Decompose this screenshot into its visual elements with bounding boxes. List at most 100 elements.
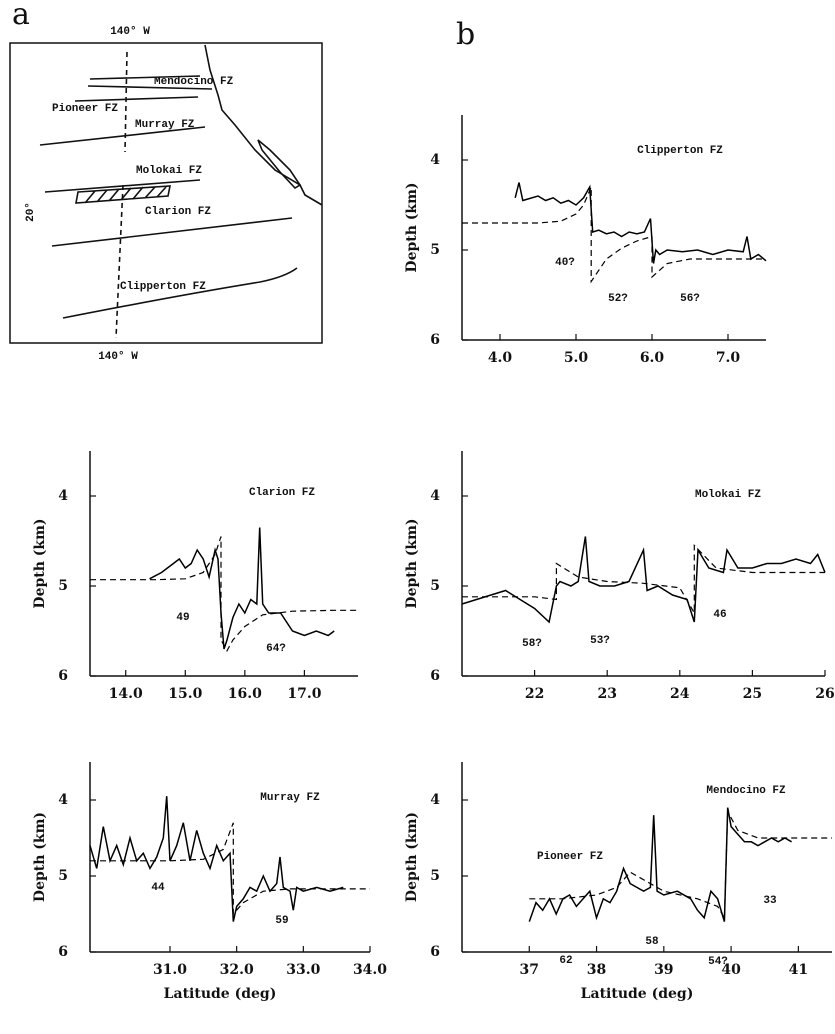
y-tick-label: 5 xyxy=(58,868,68,884)
chart: 4 5 6 22 23 24 25 26 Depth (km) Molokai FZ 58? 53? 4… xyxy=(404,451,835,702)
annotation: 56? xyxy=(680,293,700,305)
fracture-zone xyxy=(74,96,199,102)
x-tick-label: 17.0 xyxy=(287,686,321,702)
x-tick-label: 22 xyxy=(525,686,544,702)
x-axis-label: Latitude (deg) xyxy=(164,986,277,1002)
annotation: 46 xyxy=(713,609,726,621)
map-label: 20° xyxy=(25,202,37,222)
depth-line xyxy=(461,536,826,624)
y-tick-label: 4 xyxy=(430,152,440,168)
map-frame xyxy=(9,42,323,344)
chart-title: Clipperton FZ xyxy=(637,145,723,157)
x-tick-label: 5.0 xyxy=(564,350,589,366)
map-label: 140° W xyxy=(110,26,150,38)
map-label: 140° W xyxy=(98,351,138,363)
x-tick-label: 7.0 xyxy=(716,350,741,366)
y-axis-label: Depth (km) xyxy=(404,518,420,608)
annotation: 44 xyxy=(151,882,165,894)
chart-title: Clarion FZ xyxy=(249,487,315,499)
y-tick-label: 6 xyxy=(430,668,440,684)
x-tick-label: 4.0 xyxy=(488,350,513,366)
zone-label: Pioneer FZ xyxy=(52,103,118,115)
depth-line xyxy=(89,796,344,922)
zone-label: Mendocino FZ xyxy=(154,76,234,88)
y-axis-label: Depth (km) xyxy=(404,812,420,902)
meridian xyxy=(124,51,128,153)
panel-label: a xyxy=(12,0,30,32)
x-tick-label: 16.0 xyxy=(228,686,262,702)
fracture-zone xyxy=(51,217,293,247)
zone-label: Clarion FZ xyxy=(145,206,211,218)
y-tick-label: 4 xyxy=(430,792,440,808)
annotation: 58 xyxy=(645,936,659,948)
y-tick-label: 4 xyxy=(58,792,68,808)
model-line xyxy=(462,544,825,616)
x-tick-label: 38 xyxy=(587,962,606,978)
depth-line xyxy=(514,182,767,264)
x-tick-label: 41 xyxy=(789,962,808,978)
x-tick-label: 14.0 xyxy=(109,686,143,702)
y-axis-label: Depth (km) xyxy=(404,182,420,272)
annotation: 54? xyxy=(708,956,728,968)
model-line xyxy=(90,822,370,916)
annotation: 62 xyxy=(559,955,572,967)
x-tick-label: 24 xyxy=(670,686,690,702)
annotation: Pioneer FZ xyxy=(537,851,603,863)
x-axis-label: Latitude (deg) xyxy=(581,986,694,1002)
x-tick-label: 23 xyxy=(597,686,616,702)
x-tick-label: 33.0 xyxy=(286,962,320,978)
x-tick-label: 39 xyxy=(654,962,673,978)
x-tick-label: 34.0 xyxy=(353,962,387,978)
y-tick-label: 5 xyxy=(430,578,440,594)
coastline xyxy=(204,44,323,206)
chart-title: Murray FZ xyxy=(260,792,320,804)
meridian xyxy=(115,184,124,339)
panel-label: b xyxy=(456,17,475,52)
map: 140° W 140° W 20° Mendocino FZ Pioneer F… xyxy=(9,26,323,363)
chart-title: Molokai FZ xyxy=(695,489,761,501)
y-tick-label: 6 xyxy=(58,944,68,960)
fracture-zone xyxy=(39,126,206,146)
annotation: 58? xyxy=(522,638,542,650)
y-tick-label: 4 xyxy=(58,488,68,504)
model-line xyxy=(462,186,766,284)
chart-title: Mendocino FZ xyxy=(706,785,786,797)
annotation: 53? xyxy=(590,635,610,647)
coastline xyxy=(257,139,302,190)
x-tick-label: 25 xyxy=(743,686,762,702)
fracture-zone xyxy=(62,267,298,319)
x-tick-label: 6.0 xyxy=(640,350,665,366)
y-tick-label: 6 xyxy=(58,668,68,684)
x-tick-label: 32.0 xyxy=(220,962,254,978)
zone-label: Clipperton FZ xyxy=(120,281,206,293)
annotation: 52? xyxy=(608,293,628,305)
chart: 4 5 6 14.0 15.0 16.0 17.0 Depth (km) Clarion FZ 4… xyxy=(32,451,358,702)
fracture-zone xyxy=(89,75,201,80)
zone-label: Molokai FZ xyxy=(136,165,202,177)
zone-label: Murray FZ xyxy=(135,119,195,131)
depth-line xyxy=(528,807,792,922)
annotation: 33 xyxy=(763,895,777,907)
y-tick-label: 6 xyxy=(430,332,440,348)
y-tick-label: 5 xyxy=(430,868,440,884)
depth-line xyxy=(149,527,335,650)
y-tick-label: 5 xyxy=(58,578,68,594)
hatched-area xyxy=(75,185,171,204)
chart: 4 5 6 4.0 5.0 6.0 7.0 Depth (km) Clipperton FZ 40… xyxy=(404,115,767,366)
y-tick-label: 5 xyxy=(430,242,440,258)
annotation: 40? xyxy=(555,257,575,269)
chart: 4 5 6 37 38 39 40 41 Depth (km) Latitude (deg) Men… xyxy=(404,762,832,1002)
x-tick-label: 31.0 xyxy=(153,962,187,978)
model-line xyxy=(90,536,358,653)
x-tick-label: 40 xyxy=(721,962,741,978)
y-axis-label: Depth (km) xyxy=(32,518,48,608)
y-tick-label: 6 xyxy=(430,944,440,960)
model-line xyxy=(529,809,832,920)
fracture-zone xyxy=(87,85,213,90)
annotation: 49 xyxy=(176,612,189,624)
annotation: 64? xyxy=(266,643,286,655)
x-tick-label: 26 xyxy=(815,686,834,702)
chart: 4 5 6 31.0 32.0 33.0 34.0 Depth (km) Latitude (d… xyxy=(32,762,387,1002)
x-tick-label: 37 xyxy=(520,962,539,978)
